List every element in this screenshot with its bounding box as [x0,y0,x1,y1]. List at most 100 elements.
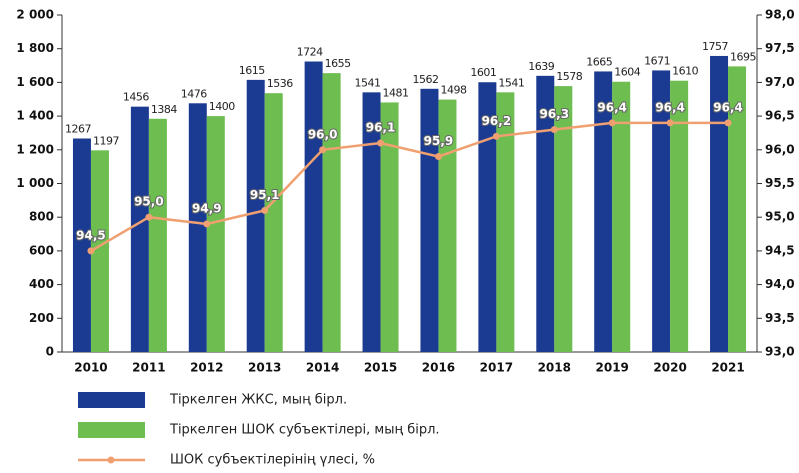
line-point [666,119,674,127]
bar [728,66,747,352]
line-point [319,146,327,154]
x-tick-label: 2016 [422,361,455,375]
bar-label: 1536 [267,77,293,90]
line-label: 96,3 [539,107,569,121]
bar [496,92,515,353]
y2-tick-label: 96,0 [765,142,795,156]
y-tick-label: 200 [29,311,54,325]
line-label: 96,4 [655,100,685,114]
bar-label: 1671 [644,54,670,67]
y-tick-label: 0 [46,345,54,359]
line-label: 96,2 [482,114,512,128]
bar [420,88,439,352]
x-tick-label: 2013 [248,361,281,375]
legend-label: ШОК субъектілерінің үлесі, % [170,453,375,468]
bar [90,150,109,352]
bar [148,118,167,353]
line-label: 95,1 [250,188,280,202]
y2-tick-label: 97,5 [765,41,795,55]
bar-label: 1476 [181,87,207,100]
y-tick-label: 600 [29,243,54,257]
bar [652,70,671,353]
x-tick-label: 2015 [364,361,397,375]
bar-label: 1610 [672,65,698,78]
y-tick-label: 1 800 [16,41,54,55]
bar [670,80,689,352]
bar [438,99,457,352]
x-tick-label: 2014 [306,361,339,375]
bar-label: 1562 [412,73,438,86]
y2-tick-label: 94,5 [765,243,795,257]
line-point [608,119,616,127]
y2-tick-label: 98,0 [765,8,795,22]
bar-label: 1197 [93,134,119,147]
line-label: 94,9 [192,201,222,215]
legend-label: Тіркелген ЖКС, мың бірл. [169,393,347,408]
line-point [724,119,732,127]
line [90,121,729,252]
line-point [377,139,385,147]
line-label: 96,0 [308,127,338,141]
y-tick-label: 2 000 [16,8,54,22]
bar [554,86,573,353]
x-tick-label: 2021 [711,361,744,375]
line-label: 96,4 [597,100,627,114]
line-label: 96,4 [713,100,743,114]
bar-label: 1615 [239,64,265,77]
bar-label: 1695 [730,50,756,63]
bar [612,81,631,352]
bar-label: 1400 [209,100,235,113]
bar [72,138,91,352]
y2-tick-label: 95,5 [765,176,795,190]
bar [710,55,729,353]
line-point [203,220,211,228]
line-point [87,247,95,255]
bar [264,93,283,353]
bar [594,71,613,352]
bar-label: 1541 [355,76,381,89]
bar-label: 1578 [556,70,582,83]
bar-label: 1384 [151,103,177,116]
y2-tick-label: 93,5 [765,311,795,325]
x-tick-label: 2019 [596,361,629,375]
x-tick-label: 2017 [480,361,513,375]
y-tick-label: 800 [29,210,54,224]
line-label: 95,0 [134,195,164,209]
x-tick-label: 2018 [538,361,571,375]
bar-label: 1665 [586,55,612,68]
line-point [492,132,500,140]
x-tick-label: 2010 [74,361,107,375]
bar [362,92,381,353]
bar [380,102,399,352]
y-tick-label: 1 000 [16,176,54,190]
bar [246,79,265,352]
y2-tick-label: 93,0 [765,345,795,359]
bar [304,61,323,352]
line-point [261,206,269,214]
line-point [145,213,153,221]
line-point [434,153,442,161]
bar-label: 1724 [297,46,323,59]
y2-tick-label: 97,0 [765,75,795,89]
x-tick-label: 2011 [132,361,165,375]
bar [322,73,341,352]
bar [478,82,497,352]
y-tick-label: 1 600 [16,75,54,89]
bar-label: 1655 [325,57,351,70]
bar-label: 1481 [383,86,409,99]
legend-label: Тіркелген ШОК субъектілері, мың бірл. [169,423,440,438]
bar-label: 1639 [528,60,554,73]
bar [130,106,149,352]
bar-label: 1604 [614,66,640,79]
bar-label: 1456 [123,91,149,104]
line-label: 96,1 [366,121,396,135]
bar-label: 1267 [65,123,91,136]
line-point [550,126,558,134]
y-tick-label: 400 [29,277,54,291]
bar-label: 1498 [440,84,466,97]
y2-tick-label: 95,0 [765,210,795,224]
bar-label: 1541 [498,76,524,89]
y-tick-label: 1 200 [16,142,54,156]
line-label: 95,9 [424,134,454,148]
